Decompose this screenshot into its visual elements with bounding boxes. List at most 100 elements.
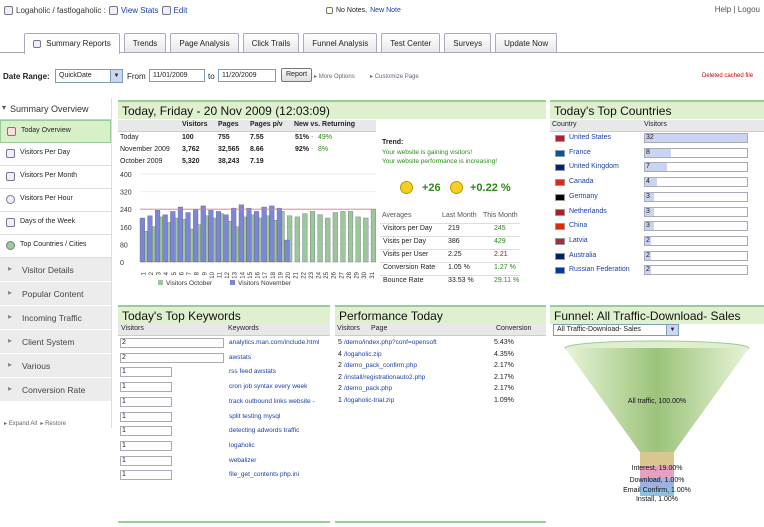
sidebar-item-top-countries[interactable]: Top Countries / Cities bbox=[0, 235, 111, 258]
sidebar-item-visitors-per-day[interactable]: Visitors Per Day bbox=[0, 143, 111, 166]
avg-col-label: Averages bbox=[382, 212, 412, 219]
sidebar-item-visitors-per-month[interactable]: Visitors Per Month bbox=[0, 166, 111, 189]
x-tick-label: 10 bbox=[210, 271, 216, 278]
flag-icon bbox=[555, 193, 565, 201]
country-name[interactable]: Canada bbox=[569, 178, 594, 186]
sidebar-item-visitors-per-hour[interactable]: Visitors Per Hour bbox=[0, 189, 111, 212]
sidebar-item-today-overview[interactable]: Today Overview bbox=[0, 120, 111, 143]
expand-all-link[interactable]: Expand All bbox=[8, 421, 38, 427]
sidebar: Summary Overview Today Overview Visitors… bbox=[0, 98, 112, 428]
sidebar-cat-conversion-rate[interactable]: Conversion Rate bbox=[0, 378, 111, 402]
perf-page-link[interactable]: /demo_pack_confirm.php bbox=[344, 362, 417, 369]
avg-row-this: 29.11 % bbox=[494, 277, 520, 284]
help-link[interactable]: Help bbox=[714, 5, 732, 14]
calendar-icon bbox=[6, 172, 15, 181]
keyword-visitors: 1 bbox=[122, 441, 126, 449]
country-name[interactable]: France bbox=[569, 148, 591, 156]
chart-bar-october bbox=[363, 217, 369, 263]
avg-row-divider bbox=[380, 249, 520, 250]
country-name[interactable]: Latvia bbox=[569, 236, 588, 244]
sidebar-summary-overview[interactable]: Summary Overview bbox=[0, 98, 111, 120]
edit-link[interactable]: Edit bbox=[173, 6, 188, 15]
keyword-link[interactable]: split testing mysql bbox=[229, 412, 281, 420]
more-options-label: More Options bbox=[318, 74, 355, 80]
logout-link[interactable]: Logou bbox=[737, 5, 760, 14]
today-row-new: 92% bbox=[295, 146, 310, 153]
country-name[interactable]: Germany bbox=[569, 192, 598, 200]
perf-conversion: 4.35% bbox=[494, 350, 514, 358]
sidebar-cat-visitor-details[interactable]: Visitor Details bbox=[0, 258, 111, 282]
country-bar-fill bbox=[645, 266, 652, 275]
country-bar bbox=[644, 221, 748, 232]
chart-bar-november bbox=[246, 207, 252, 263]
perf-page-link[interactable]: /demo/index.php?conf=opensoft bbox=[344, 339, 437, 346]
from-date-input[interactable]: 11/01/2009 bbox=[149, 69, 205, 82]
today-row-returning: 8% bbox=[318, 146, 329, 153]
sidebar-cat-various[interactable]: Various bbox=[0, 354, 111, 378]
perf-conversion: 2.17% bbox=[494, 385, 514, 392]
sidebar-item-days-of-week[interactable]: Days of the Week bbox=[0, 212, 111, 235]
keyword-link[interactable]: file_get_contents php.ini bbox=[229, 471, 300, 479]
keyword-link[interactable]: analytics.man.com/include.html bbox=[229, 339, 320, 346]
keyword-link[interactable]: cron job syntax every week bbox=[229, 383, 308, 391]
report-icon bbox=[33, 39, 41, 48]
keyword-link[interactable]: awstats bbox=[229, 353, 252, 361]
country-name[interactable]: China bbox=[569, 222, 588, 230]
tab-trends[interactable]: Trends bbox=[123, 33, 167, 52]
country-bar-fill bbox=[645, 163, 668, 172]
tab-summary-reports[interactable]: Summary Reports bbox=[24, 33, 120, 54]
sidebar-cat-incoming-traffic[interactable]: Incoming Traffic bbox=[0, 306, 111, 330]
tab-surveys[interactable]: Surveys bbox=[444, 33, 492, 52]
country-name[interactable]: Australia bbox=[569, 251, 597, 259]
perf-page-link[interactable]: /logaholic-trial.zip bbox=[344, 396, 395, 404]
clock-icon bbox=[6, 195, 15, 204]
funnel-select[interactable]: All Traffic-Download- Sales ▼ bbox=[553, 324, 679, 336]
perf-conversion: 5.43% bbox=[494, 339, 514, 346]
keyword-bar bbox=[120, 367, 172, 378]
keyword-link[interactable]: detecting adwords traffic bbox=[229, 427, 300, 435]
country-name[interactable]: United States bbox=[569, 134, 612, 141]
smiley-icon bbox=[400, 181, 413, 194]
perf-page-link[interactable]: /demo_pack.php bbox=[344, 385, 393, 392]
keyword-link[interactable]: webalizer bbox=[229, 456, 257, 464]
country-bar-fill bbox=[645, 236, 652, 245]
more-options-link[interactable]: ▸ More Options bbox=[314, 74, 355, 80]
perf-page-link[interactable]: /logaholic.zip bbox=[344, 350, 382, 358]
restore-link[interactable]: Restore bbox=[45, 421, 67, 427]
to-date-input[interactable]: 11/20/2009 bbox=[218, 69, 276, 82]
report-button[interactable]: Report bbox=[281, 68, 313, 82]
tab-click-trails[interactable]: Click Trails bbox=[242, 33, 300, 52]
chart-bar-november bbox=[284, 239, 290, 263]
view-stats-link[interactable]: View Stats bbox=[120, 6, 159, 15]
y-tick-label: 320 bbox=[120, 190, 132, 197]
funnel-stage-interest bbox=[640, 452, 674, 466]
sidebar-cat-client-system[interactable]: Client System bbox=[0, 330, 111, 354]
calendar-icon bbox=[6, 218, 15, 227]
quickdate-select[interactable]: QuickDate ▼ bbox=[55, 69, 123, 83]
avg-row-label: Visitors per Day bbox=[383, 225, 433, 232]
keyword-bar bbox=[120, 455, 172, 466]
today-table-header: Visitors Pages Pages p/v New vs. Returni… bbox=[118, 120, 376, 132]
tab-page-analysis[interactable]: Page Analysis bbox=[170, 33, 239, 52]
breadcrumb-text[interactable]: Logaholic / fastlogaholic : bbox=[16, 6, 106, 15]
country-name[interactable]: United Kingdom bbox=[569, 163, 619, 171]
country-name[interactable]: Netherlands bbox=[569, 207, 607, 215]
keyword-link[interactable]: track outbound links website - bbox=[229, 397, 315, 405]
tab-update-now[interactable]: Update Now bbox=[495, 33, 558, 52]
customize-page-link[interactable]: ▸ Customize Page bbox=[370, 74, 419, 80]
trend-visitors-text: Your website is gaining visitors! bbox=[382, 149, 473, 156]
new-note-link[interactable]: New Note bbox=[370, 7, 401, 14]
perf-page-link[interactable]: /install/registrationauto2.php bbox=[344, 373, 426, 381]
country-name[interactable]: Russian Federation bbox=[569, 266, 630, 274]
tab-test-center[interactable]: Test Center bbox=[381, 33, 441, 52]
sidebar-footer: ▸ Expand All ▸ Restore bbox=[4, 421, 67, 427]
tab-funnel-analysis[interactable]: Funnel Analysis bbox=[303, 33, 378, 52]
legend-swatch bbox=[230, 280, 235, 285]
sidebar-item-label: Visitors Per Hour bbox=[20, 195, 73, 202]
keyword-link[interactable]: rss feed awstats bbox=[229, 368, 276, 376]
keywords-header: Visitors Keywords bbox=[118, 324, 330, 336]
keyword-link[interactable]: logaholic bbox=[229, 441, 255, 449]
chevron-down-icon: ▼ bbox=[110, 70, 122, 82]
chart-bar-november bbox=[269, 205, 275, 263]
sidebar-cat-popular-content[interactable]: Popular Content bbox=[0, 282, 111, 306]
